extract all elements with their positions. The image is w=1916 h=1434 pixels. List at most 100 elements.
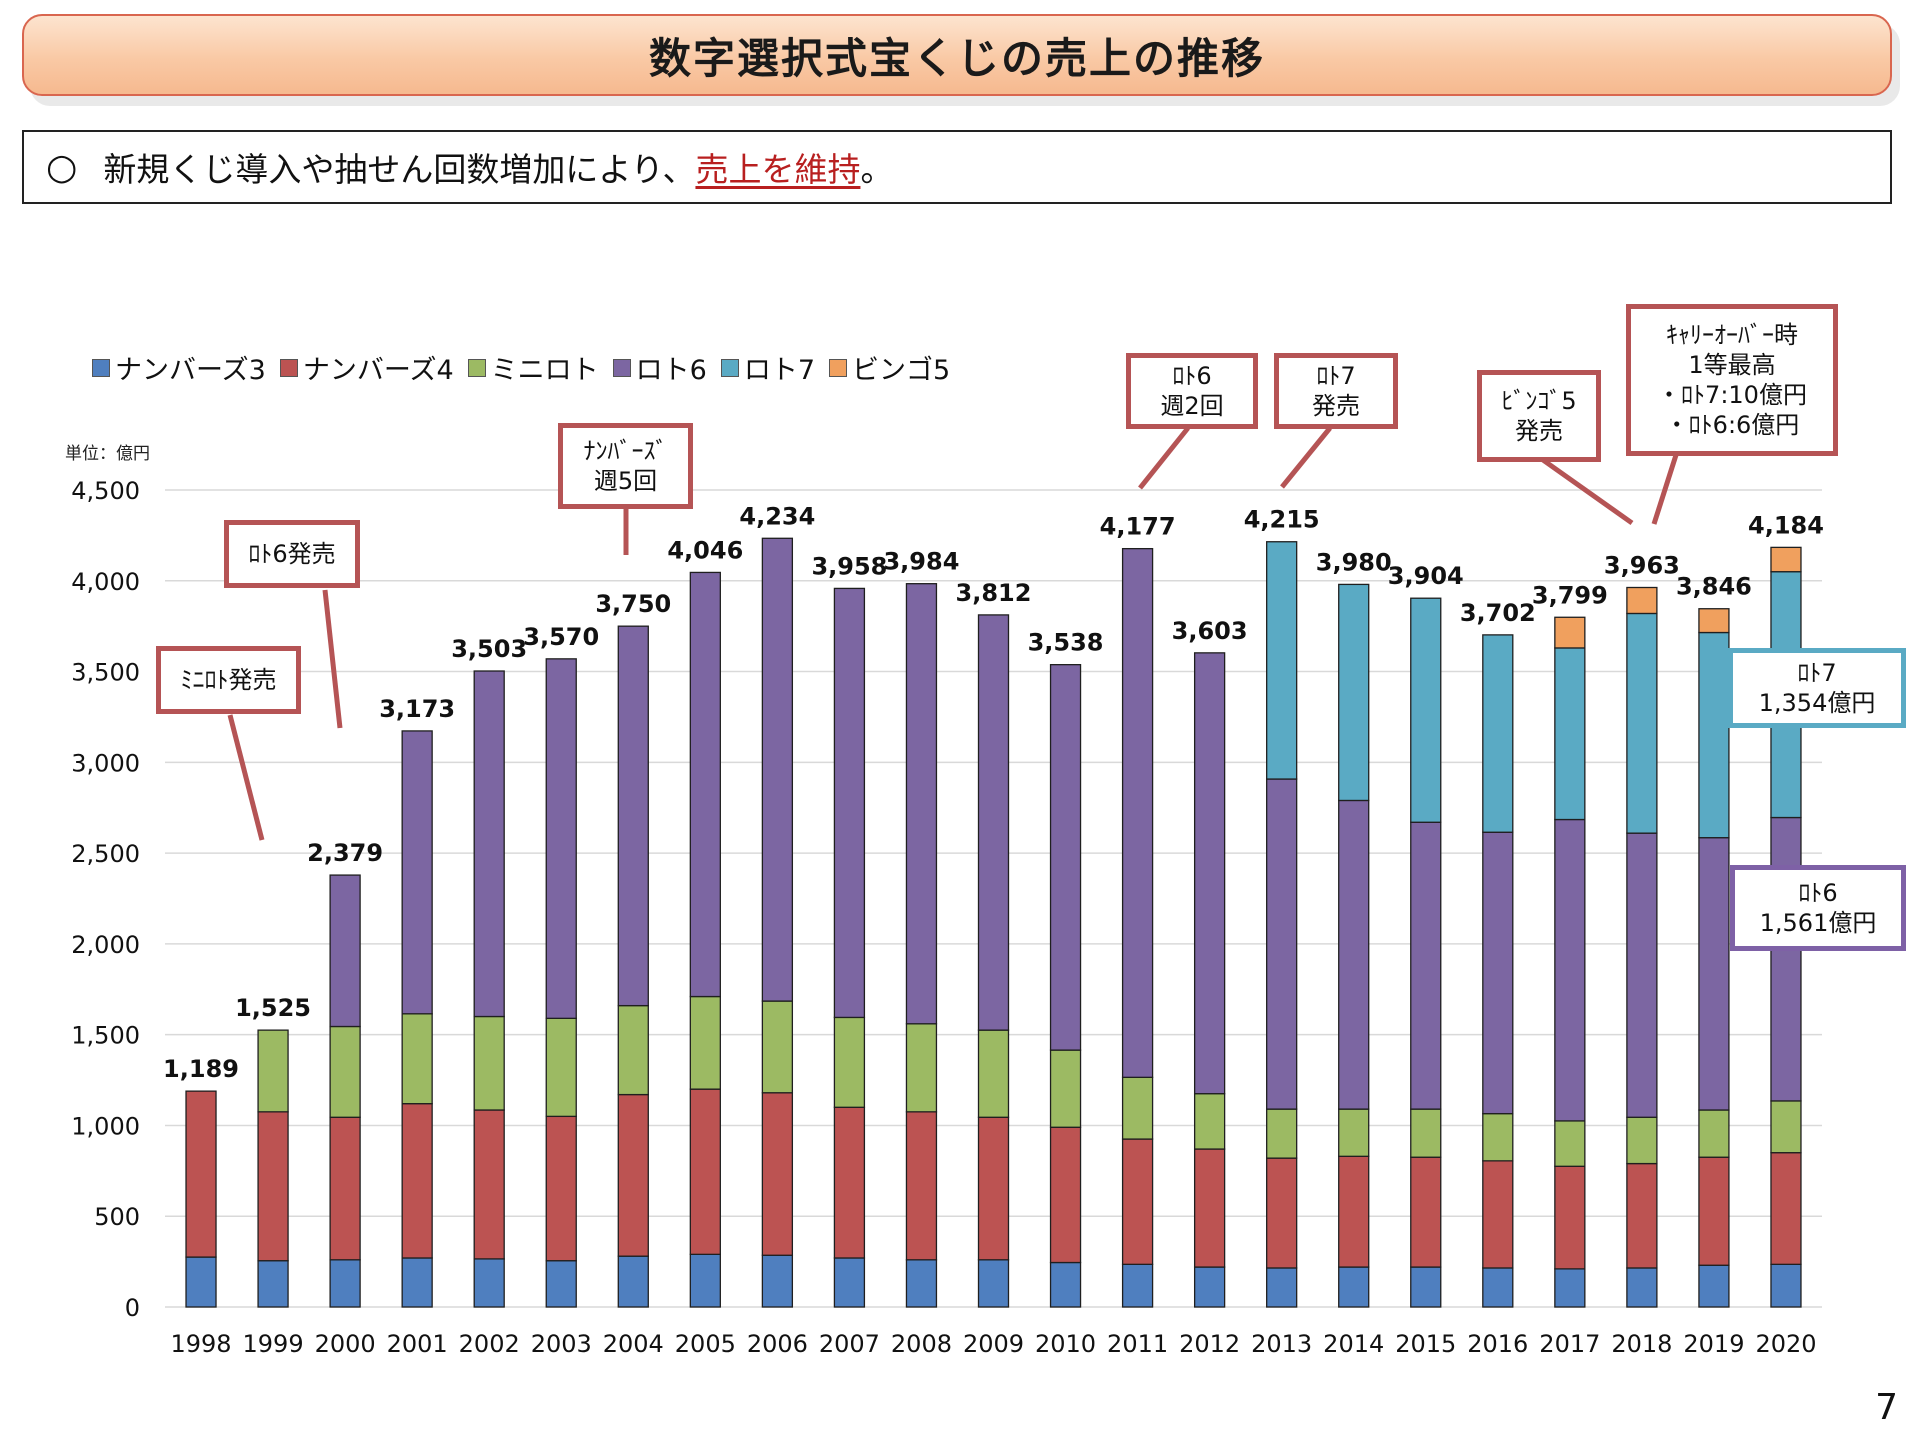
bar-segment xyxy=(1554,1120,1586,1167)
bar-segment xyxy=(1698,837,1730,1111)
bar-segment xyxy=(1698,1109,1730,1158)
bar-segment xyxy=(1482,634,1514,833)
bar-segment xyxy=(617,1255,649,1308)
chart-legend: ナンバーズ3 ナンバーズ4 ミニロト ロト6 ロト7 ビンゴ5 xyxy=(92,348,964,387)
callout-line: 1等最高 xyxy=(1688,351,1776,379)
x-tick-label: 2002 xyxy=(459,1330,520,1358)
bar-segment xyxy=(1410,1266,1442,1308)
callout-line: ﾛﾄ7 xyxy=(1797,659,1837,687)
bar-segment xyxy=(833,1016,866,1108)
total-label: 2,379 xyxy=(307,839,383,867)
x-tick-label: 2008 xyxy=(891,1330,952,1358)
bar-segment xyxy=(1554,1165,1586,1270)
bar-segment xyxy=(185,1256,217,1308)
summary-text: 新規くじ導入や抽せん回数増加により、 xyxy=(103,150,696,189)
bar-segment xyxy=(1266,541,1298,780)
legend-label: ロト7 xyxy=(743,355,816,386)
total-label: 3,799 xyxy=(1532,581,1608,609)
bar-segment xyxy=(1049,1261,1082,1308)
bar-segment xyxy=(905,1259,938,1308)
bar-segment xyxy=(689,571,721,998)
x-tick-label: 2009 xyxy=(963,1330,1024,1358)
bar-segment xyxy=(905,1111,938,1261)
bar-segment xyxy=(1338,1155,1370,1268)
bar-segment xyxy=(1049,664,1082,1051)
bar-segment xyxy=(185,1090,217,1258)
total-label: 4,184 xyxy=(1748,511,1824,539)
connector-loto6-2x xyxy=(1138,426,1190,490)
legend-item-loto6: ロト6 xyxy=(612,348,707,387)
page-number: 7 xyxy=(1875,1387,1898,1428)
total-label: 3,503 xyxy=(451,635,527,663)
callout-loto6-2x: ﾛﾄ6 週2回 xyxy=(1126,353,1258,429)
callout-loto7-launch: ﾛﾄ7 発売 xyxy=(1274,353,1398,429)
bar-segment xyxy=(761,1254,794,1308)
callout-loto6-2020: ﾛﾄ6 1,561億円 xyxy=(1730,865,1906,951)
bar-segment xyxy=(1338,583,1370,802)
x-tick-label: 2010 xyxy=(1035,1330,1096,1358)
x-tick-label: 2016 xyxy=(1467,1330,1528,1358)
y-tick-label: 1,500 xyxy=(71,1022,140,1050)
bar-segment xyxy=(1410,597,1442,823)
x-tick-label: 2014 xyxy=(1323,1330,1384,1358)
callout-line: ﾅﾝﾊﾞｰｽﾞ xyxy=(583,437,668,465)
callout-line: 発売 xyxy=(1312,392,1360,420)
bar-segment xyxy=(1698,608,1730,634)
legend-label: ナンバーズ4 xyxy=(302,355,454,386)
bar-segment xyxy=(473,1109,505,1260)
total-label: 3,702 xyxy=(1460,599,1536,627)
y-tick-label: 4,500 xyxy=(71,477,140,505)
total-label: 3,750 xyxy=(595,590,671,618)
bar-segment xyxy=(1338,1108,1370,1157)
total-label: 4,177 xyxy=(1100,513,1176,541)
bar-segment xyxy=(1410,821,1442,1110)
bar-segment xyxy=(833,1257,866,1308)
legend-swatch xyxy=(720,358,739,377)
x-tick-label: 2012 xyxy=(1179,1330,1240,1358)
callout-line: 1,561億円 xyxy=(1759,909,1877,937)
bar-segment xyxy=(1770,1152,1802,1265)
bar-segment xyxy=(905,1023,938,1113)
bar-segment xyxy=(329,1116,361,1261)
bar-segment xyxy=(1266,1108,1298,1159)
bar-segment xyxy=(1626,1267,1658,1308)
callout-miniloto-launch: ﾐﾆﾛﾄ発売 xyxy=(156,646,301,714)
bar-segment xyxy=(1049,1049,1082,1128)
bar-segment xyxy=(1121,1263,1154,1308)
legend-swatch xyxy=(467,358,486,377)
connector-loto7 xyxy=(1280,426,1332,489)
summary-bullet: ○ xyxy=(46,146,78,188)
bar-segment xyxy=(617,625,649,1007)
bar-segment xyxy=(977,614,1010,1031)
callout-text: ﾛﾄ6発売 xyxy=(248,540,336,568)
bar-segment xyxy=(1121,1076,1154,1140)
bar-segment xyxy=(545,658,577,1019)
bar-segment xyxy=(1626,586,1658,615)
bar-segment xyxy=(1410,1108,1442,1158)
x-tick-label: 2003 xyxy=(531,1330,592,1358)
total-label: 3,812 xyxy=(956,579,1032,607)
legend-label: ロト6 xyxy=(635,355,707,386)
bar-segment xyxy=(689,1253,721,1308)
x-tick-label: 2018 xyxy=(1611,1330,1672,1358)
bar-segment xyxy=(761,1092,794,1256)
bar-segment xyxy=(1410,1156,1442,1268)
total-label: 3,570 xyxy=(523,623,599,651)
bar-segment xyxy=(1770,1100,1802,1154)
y-tick-label: 3,500 xyxy=(71,659,140,687)
legend-item-loto7: ロト7 xyxy=(720,348,816,387)
bar-segment xyxy=(977,1029,1010,1118)
callout-text: ﾐﾆﾛﾄ発売 xyxy=(180,666,277,694)
x-tick-label: 2013 xyxy=(1251,1330,1312,1358)
total-label: 4,234 xyxy=(739,502,815,530)
total-label: 3,904 xyxy=(1388,562,1464,590)
legend-item-bingo5: ビンゴ5 xyxy=(829,348,950,387)
bar-segment xyxy=(833,1106,866,1259)
bar-segment xyxy=(329,1025,361,1118)
x-tick-label: 2015 xyxy=(1395,1330,1456,1358)
legend-swatch xyxy=(92,358,110,377)
connector-carryover xyxy=(1651,454,1679,525)
connector-loto6 xyxy=(322,589,343,729)
legend-item-numbers4: ナンバーズ4 xyxy=(279,348,454,387)
